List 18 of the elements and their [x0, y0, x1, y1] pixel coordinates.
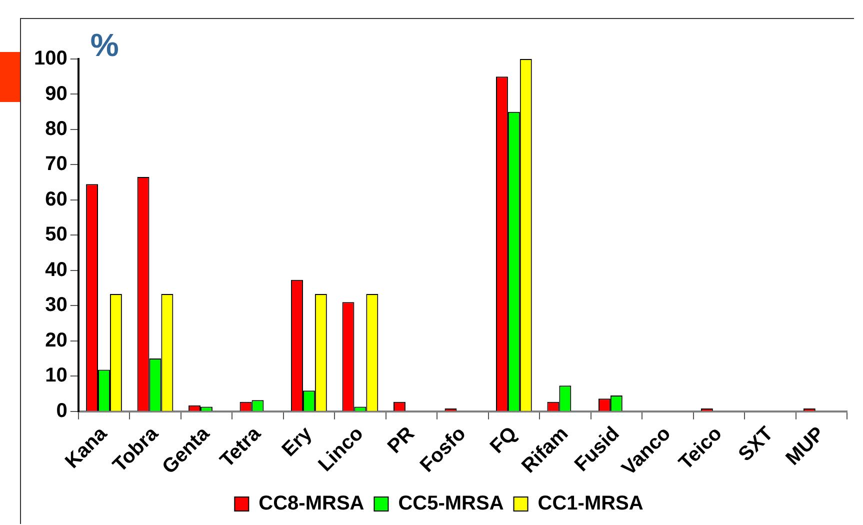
y-tick-label: 20 — [45, 329, 68, 352]
y-tick-label: 0 — [56, 400, 68, 422]
y-tick-label: 40 — [45, 258, 68, 281]
x-tick-label: Ery — [278, 422, 318, 462]
legend-label: CC8-MRSA — [258, 492, 364, 515]
y-tick-label: 10 — [45, 364, 68, 387]
legend-label: CC5-MRSA — [398, 492, 504, 515]
y-tick-label: 80 — [45, 118, 68, 140]
y-tick-label: 100 — [34, 48, 68, 70]
y-tick-label: 60 — [45, 188, 68, 210]
y-tick-label: 70 — [45, 153, 68, 176]
x-tick-label: PR — [384, 422, 420, 458]
legend-label: CC1-MRSA — [538, 492, 644, 515]
x-tick-label: FQ — [486, 422, 522, 458]
y-axis-title: % — [90, 26, 119, 63]
y-tick-label: 30 — [45, 294, 68, 316]
y-tick-label: 90 — [45, 82, 68, 105]
y-tick-label: 50 — [45, 224, 68, 246]
